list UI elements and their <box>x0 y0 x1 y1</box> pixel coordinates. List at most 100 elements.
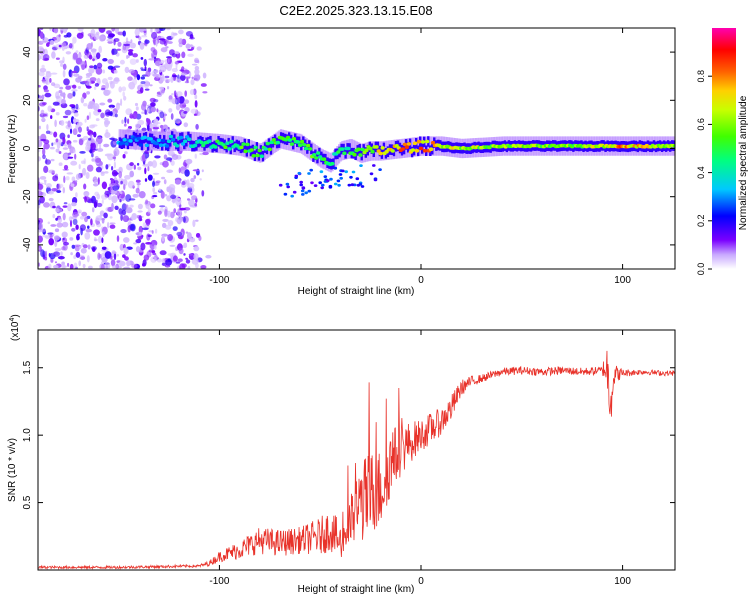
spectrogram-noise-cell <box>69 220 73 227</box>
spectrogram-noise-cell <box>129 204 134 208</box>
spectrogram-noise-cell <box>53 251 61 257</box>
spectrogram-noise-cell <box>72 139 78 143</box>
spectrogram-peak-cell <box>156 138 162 142</box>
spectrogram-fragment-cell <box>336 179 341 183</box>
spectrogram-noise-cell <box>135 246 141 253</box>
spectrogram-noise-cell <box>46 123 49 131</box>
spectrogram-noise-cell <box>76 234 80 241</box>
spectrogram-noise-cell <box>175 103 181 111</box>
snr-scale-suffix: ) <box>10 314 21 317</box>
spectrogram-noise-cell <box>71 227 76 232</box>
spectrogram-noise-cell <box>109 224 116 229</box>
spectrogram-noise-cell <box>52 205 56 209</box>
spectrogram-noise-cell <box>85 228 93 233</box>
snr-scale-label: (x104) <box>9 314 21 341</box>
spectrogram-noise-cell <box>95 157 101 164</box>
spectrogram-noise-cell <box>153 244 157 250</box>
spectrogram-fragment-cell <box>341 169 345 173</box>
spectrogram-noise-cell <box>72 52 78 60</box>
spectrogram-fragment-cell <box>286 185 291 189</box>
spectrogram-noise-cell <box>147 174 153 181</box>
snr-x-tick-label: 100 <box>614 576 631 587</box>
spectrogram-noise-cell <box>67 143 72 150</box>
snr-y-tick-label: 0.5 <box>22 495 33 509</box>
spectrogram-noise-cell <box>87 265 93 269</box>
spectrogram-noise-cell <box>91 48 97 52</box>
spectrogram-noise-cell <box>114 205 119 211</box>
spectrogram-noise-cell <box>106 38 114 42</box>
spectrogram-noise-cell <box>63 78 70 86</box>
spectrogram-noise-cell <box>97 177 100 185</box>
spectrogram-noise-cell <box>42 54 50 61</box>
spectrogram-noise-cell <box>128 198 136 201</box>
spectrogram-noise-cell <box>109 216 113 219</box>
colorbar-label: Normalized spectral amplitude <box>738 95 749 230</box>
spectrogram-noise-cell <box>49 190 53 194</box>
spectrogram-peak-cell <box>422 148 428 153</box>
spectrogram-noise-cell <box>125 41 131 45</box>
spectrogram-noise-cell <box>127 118 130 124</box>
spectrogram-noise-cell <box>52 175 59 182</box>
spectrogram-noise-cell <box>103 143 110 148</box>
spectrogram-noise-cell <box>68 152 72 155</box>
spectrogram-noise-cell <box>186 232 192 240</box>
spectrogram-noise-cell <box>162 218 169 222</box>
spectrogram-noise-cell <box>81 211 88 217</box>
spectrogram-noise-cell <box>168 78 171 83</box>
spectrogram-noise-cell <box>137 210 143 213</box>
spectrogram-noise-cell <box>179 207 187 211</box>
spectrogram-noise-cell <box>144 178 148 182</box>
spectrogram-noise-cell <box>107 76 113 81</box>
spectrogram-noise-cell <box>43 142 50 150</box>
spectrogram-peak-cell <box>193 143 198 148</box>
spectrogram-noise-cell <box>113 150 117 157</box>
spectrogram-noise-cell <box>104 132 111 138</box>
spectrogram-noise-cell <box>175 197 182 206</box>
spectrogram-noise-cell <box>116 253 120 257</box>
spectrogram-noise-cell <box>157 210 162 215</box>
spectrogram-noise-cell <box>105 164 109 170</box>
spectrogram-noise-cell <box>82 135 89 141</box>
spectrogram-peak-cell <box>142 135 147 140</box>
spectrogram-noise-cell <box>73 262 78 269</box>
spectrogram-noise-cell <box>66 172 74 175</box>
spectrogram-noise-cell <box>141 262 146 267</box>
spectrogram-peak-cell <box>342 151 347 156</box>
spectrogram-noise-cell <box>62 136 66 145</box>
spectrogram-peak-cell <box>263 147 268 151</box>
spectrogram-noise-cell <box>57 183 61 191</box>
spectrogram-peak-cell <box>378 151 383 156</box>
spectrogram-fragment-cell <box>318 181 323 185</box>
spectrogram-noise-cell <box>77 28 84 32</box>
spectrogram-noise-cell <box>179 74 186 81</box>
spectrogram-noise-cell <box>116 48 121 51</box>
spectrogram-noise-cell <box>88 54 93 60</box>
spectrogram-noise-cell <box>107 65 114 70</box>
spectrogram-noise-cell <box>110 259 116 267</box>
spectrogram-noise-cell <box>72 90 76 97</box>
spectrogram-noise-cell <box>141 111 145 114</box>
spectrogram-noise-cell <box>55 57 60 60</box>
spectrogram-noise-cell <box>152 252 157 256</box>
spectrogram-noise-cell <box>38 125 41 130</box>
spectrogram-noise-cell <box>72 218 78 226</box>
spectrogram-noise-cell <box>80 96 85 104</box>
spectrogram-noise-cell <box>107 58 114 64</box>
spectrogram-noise-cell <box>108 104 116 109</box>
spectrogram-peak-cell <box>402 142 408 147</box>
spectrogram-noise-cell <box>163 179 167 185</box>
spectrogram-noise-cell <box>150 256 157 263</box>
spectrogram-noise-cell <box>200 83 207 87</box>
spectrogram-peak-cell <box>241 142 246 146</box>
spectrogram-noise-cell <box>70 70 73 78</box>
spectrogram-noise-cell <box>187 53 194 57</box>
spectrogram-noise-cell <box>130 223 136 232</box>
spectrogram-noise-cell <box>135 179 141 183</box>
spectrogram-peak-cell <box>346 146 351 151</box>
spectrogram-noise-cell <box>65 51 72 55</box>
spectrogram-noise-cell <box>127 225 131 233</box>
spectrogram-noise-cell <box>58 151 62 154</box>
spectrogram-peak-cell <box>239 145 244 150</box>
spectrogram-noise-cell <box>71 107 75 114</box>
spectrogram-noise-cell <box>54 119 57 128</box>
